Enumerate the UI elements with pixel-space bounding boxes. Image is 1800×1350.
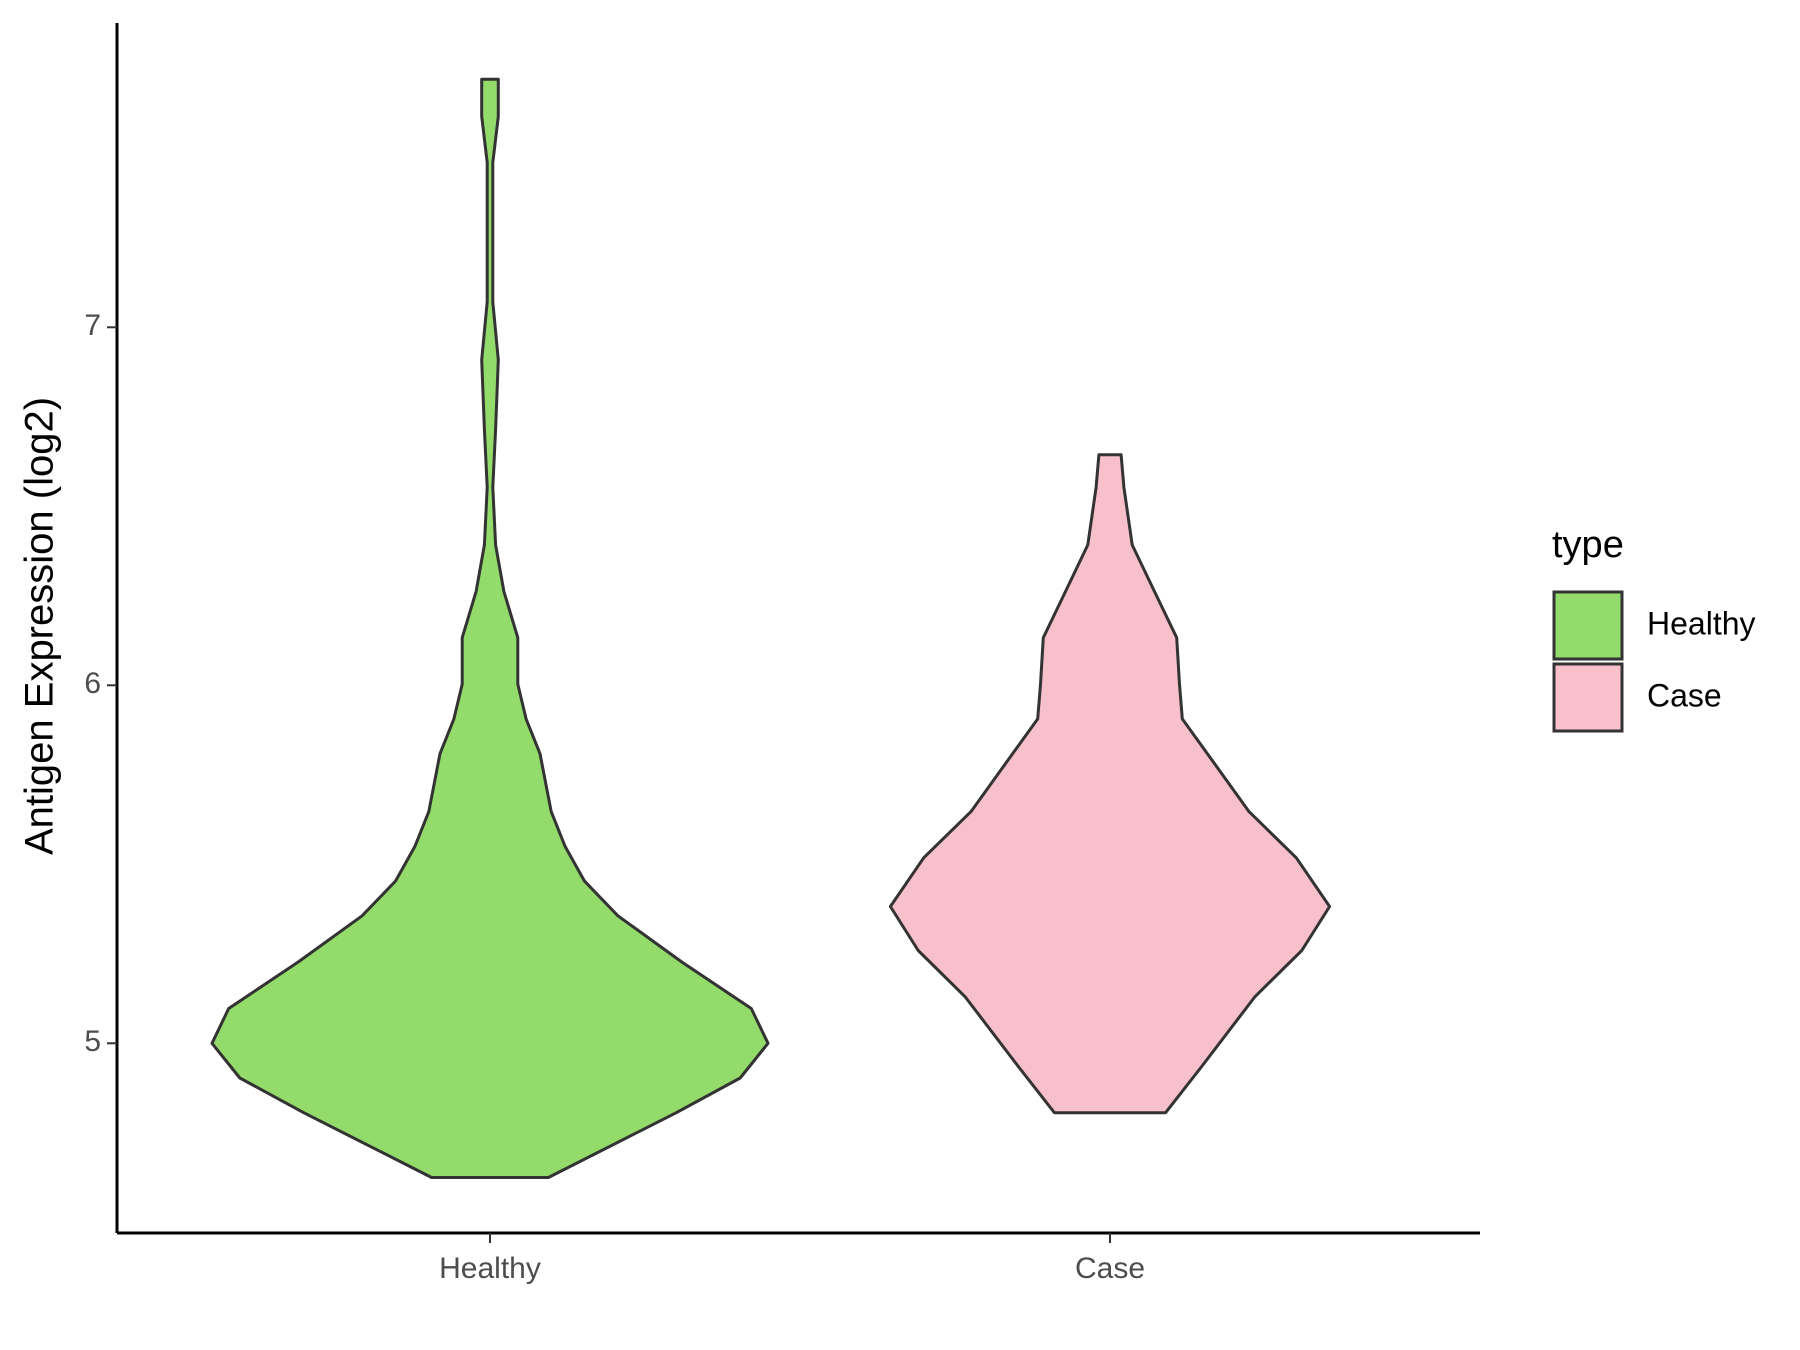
legend-label: Case: [1647, 677, 1722, 713]
x-tick-label: Case: [1075, 1252, 1145, 1285]
y-tick-label: 5: [84, 1025, 101, 1058]
violin: [210, 77, 770, 1179]
legend-key: [1552, 662, 1624, 733]
y-axis-title: Antigen Expression (log2): [18, 397, 62, 855]
x-tick-label: Healthy: [439, 1252, 541, 1285]
y-tick-label: 7: [84, 309, 101, 342]
legend-key: [1552, 590, 1624, 661]
legend-label: Healthy: [1647, 605, 1756, 641]
y-tick-label: 6: [84, 667, 101, 700]
violin: [888, 453, 1332, 1115]
legend-title: type: [1552, 524, 1624, 566]
